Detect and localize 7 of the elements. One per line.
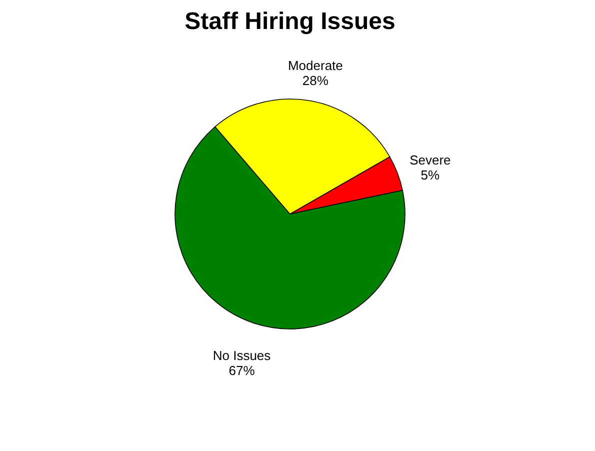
slice-label: Moderate bbox=[288, 58, 343, 74]
chart-title: Staff Hiring Issues bbox=[184, 8, 396, 35]
slice-label: No Issues bbox=[212, 348, 272, 364]
data-label: 28% bbox=[302, 73, 329, 88]
data-label: 5% bbox=[420, 168, 440, 183]
slice-label: Severe bbox=[410, 152, 451, 168]
data-label: 67% bbox=[228, 363, 256, 378]
